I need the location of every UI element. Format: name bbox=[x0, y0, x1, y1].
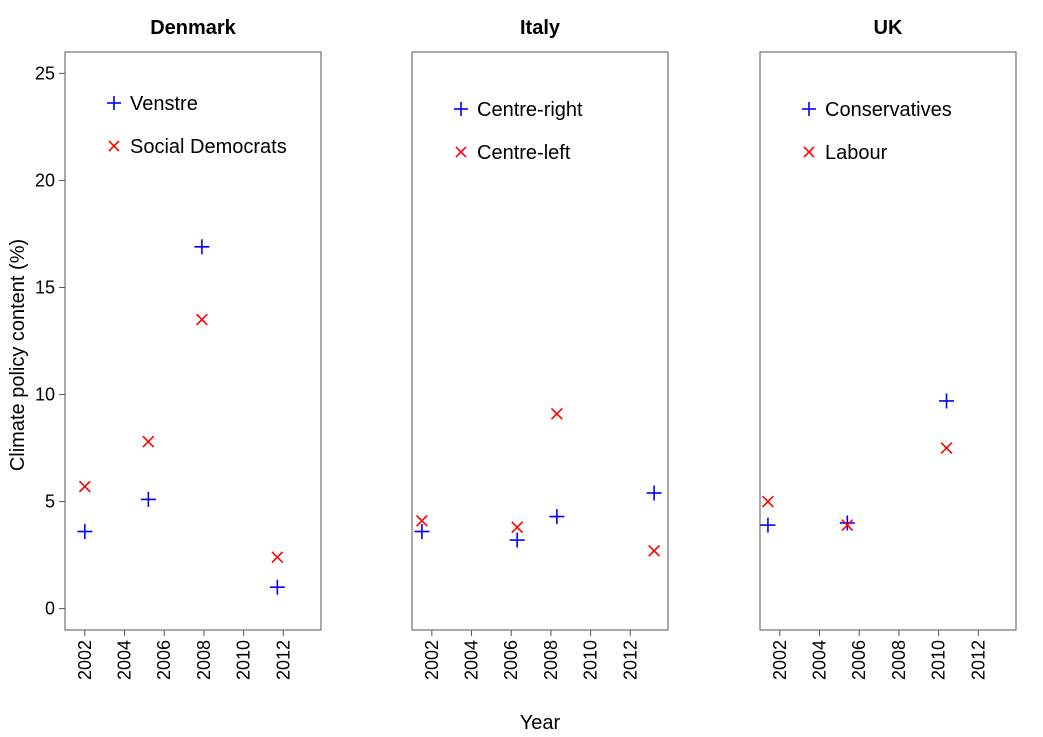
data-point-cross bbox=[761, 495, 774, 508]
legend-label: Venstre bbox=[130, 93, 198, 115]
x-tick-label: 2012 bbox=[620, 640, 640, 680]
data-point-plus bbox=[269, 579, 285, 595]
plot-frame bbox=[759, 51, 1017, 631]
data-point-plus bbox=[414, 524, 430, 540]
x-tick-label: 2008 bbox=[194, 640, 214, 680]
data-point-plus bbox=[839, 515, 855, 531]
legend-label: Social Democrats bbox=[130, 136, 287, 158]
y-tick-label: 15 bbox=[35, 277, 55, 297]
x-tick-label: 2004 bbox=[462, 640, 482, 680]
panel-denmark: Denmark 0 5 10 15 20 25 2002 2004 2006 2008 2010 201… bbox=[35, 17, 322, 680]
panels: Denmark 0 5 10 15 20 25 2002 2004 2006 2008 2010 201… bbox=[35, 17, 1017, 680]
x-tick-label: 2010 bbox=[929, 640, 949, 680]
panel-uk: UK 2002 2004 2006 2008 2010 2012 Conservatives L… bbox=[759, 17, 1017, 680]
legend-marker bbox=[455, 146, 467, 158]
data-point-cross bbox=[415, 514, 428, 527]
data-point-cross bbox=[195, 313, 208, 326]
x-tick-label: 2002 bbox=[75, 640, 95, 680]
x-tick-label: 2006 bbox=[154, 640, 174, 680]
x-tick-label: 2004 bbox=[810, 640, 830, 680]
data-point-cross bbox=[511, 521, 524, 534]
plot-frame bbox=[64, 51, 322, 631]
legend-marker bbox=[803, 146, 815, 158]
data-point-plus bbox=[760, 517, 776, 533]
data-point-plus bbox=[646, 485, 662, 501]
y-tick-label: 10 bbox=[35, 385, 55, 405]
x-tick-label: 2012 bbox=[273, 640, 293, 680]
x-tick-label: 2010 bbox=[234, 640, 254, 680]
x-tick-label: 2006 bbox=[501, 640, 521, 680]
legend-marker bbox=[107, 96, 121, 110]
y-tick-label: 20 bbox=[35, 170, 55, 190]
y-tick-label: 5 bbox=[45, 492, 55, 512]
x-tick-label: 2002 bbox=[770, 640, 790, 680]
panel-title: UK bbox=[874, 17, 903, 39]
legend-label: Labour bbox=[825, 142, 888, 164]
legend-marker bbox=[454, 102, 468, 116]
data-point-cross bbox=[940, 442, 953, 455]
data-point-cross bbox=[271, 551, 284, 564]
data-point-plus bbox=[194, 239, 210, 255]
legend-label: Conservatives bbox=[825, 99, 952, 121]
data-point-plus bbox=[509, 532, 525, 548]
data-point-plus bbox=[140, 491, 156, 507]
x-tick-label: 2012 bbox=[968, 640, 988, 680]
x-tick-label: 2004 bbox=[115, 640, 135, 680]
x-tick-label: 2010 bbox=[581, 640, 601, 680]
plot-frame bbox=[411, 51, 669, 631]
legend-label: Centre-right bbox=[477, 99, 583, 121]
x-axis-label: Year bbox=[520, 712, 561, 732]
y-tick-label: 25 bbox=[35, 63, 55, 83]
legend-marker bbox=[108, 140, 120, 152]
y-axis-label: Climate policy content (%) bbox=[7, 239, 29, 471]
panel-italy: Italy 2002 2004 2006 2008 2010 2012 Centre-righ… bbox=[411, 17, 669, 680]
panel-title: Italy bbox=[520, 17, 561, 39]
data-point-plus bbox=[549, 509, 565, 525]
x-tick-label: 2008 bbox=[889, 640, 909, 680]
data-point-cross bbox=[78, 480, 91, 493]
data-point-cross bbox=[550, 407, 563, 420]
legend-label: Centre-left bbox=[477, 142, 571, 164]
x-tick-label: 2008 bbox=[541, 640, 561, 680]
data-point-cross bbox=[142, 435, 155, 448]
y-tick-label: 0 bbox=[45, 599, 55, 619]
panel-title: Denmark bbox=[150, 17, 236, 39]
data-point-plus bbox=[939, 393, 955, 409]
legend-marker bbox=[802, 102, 816, 116]
x-tick-label: 2002 bbox=[422, 640, 442, 680]
data-point-plus bbox=[77, 524, 93, 540]
data-point-cross bbox=[841, 519, 854, 532]
data-point-cross bbox=[648, 544, 661, 557]
x-tick-label: 2006 bbox=[849, 640, 869, 680]
